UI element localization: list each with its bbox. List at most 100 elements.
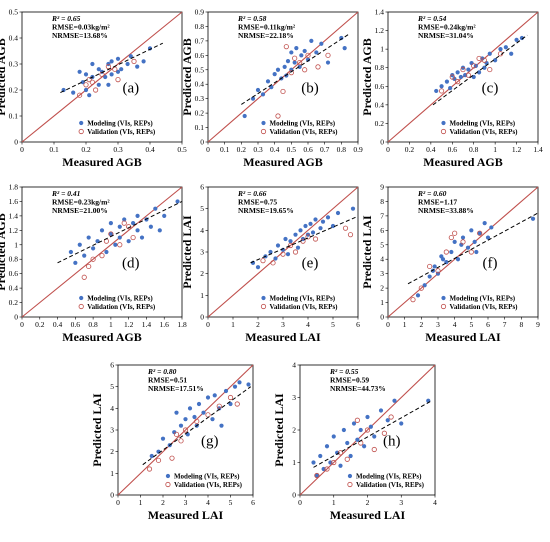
modeling-point [487,51,492,56]
validation-point [194,418,200,424]
modeling-point [160,436,166,441]
legend-validation-marker [440,128,447,135]
x-tick-label: 3 [399,498,403,507]
x-tick-label: 1 [231,320,235,329]
modeling-point [330,223,336,229]
modeling-point [313,217,318,222]
y-tick-label: 2 [292,426,296,435]
modeling-point [350,206,356,211]
x-axis-label: Measured AGB [62,330,141,344]
legend-modeling-marker [441,295,446,301]
legend-modeling-label: Modeling (VIs, REPs) [450,120,516,128]
modeling-point [310,230,316,235]
y-tick-label: 1 [110,469,114,478]
modeling-point [368,424,373,429]
modeling-point [119,67,124,72]
panel-label: (f) [483,256,498,272]
modeling-point [255,87,261,93]
fit-line [241,33,350,105]
y-tick-label: 7 [380,211,384,220]
validation-point [435,268,441,274]
x-tick-label: 1 [403,320,407,329]
modeling-point [77,69,82,74]
x-tick-label: 5 [229,498,233,507]
modeling-point [99,228,105,233]
y-tick-label: 0.3 [195,94,205,103]
modeling-point [174,410,179,415]
r-squared-label: R² = 0.58 [237,14,267,23]
y-tick-label: 0 [380,138,384,147]
panel-label: (d) [122,256,140,272]
validation-point [182,427,189,433]
validation-point [487,66,493,73]
modeling-point [82,253,87,258]
validation-point [347,232,354,238]
y-tick-label: 1.4 [375,8,385,17]
modeling-point [183,417,188,422]
x-axis-label: Measured AGB [62,155,141,169]
modeling-point [452,239,457,244]
modeling-point [355,437,360,442]
y-tick-label: 0.5 [9,8,19,17]
modeling-point [493,58,498,63]
modeling-point [422,283,427,288]
legend-modeling-marker [347,473,353,479]
legend-modeling-marker [165,473,171,479]
y-tick-label: 0.3 [9,60,19,69]
modeling-point [302,48,307,54]
x-tick-label: 0 [116,498,120,507]
validation-point [410,297,416,303]
modeling-point [153,206,158,211]
modeling-point [148,224,153,229]
x-tick-label: 1 [493,145,497,154]
y-axis-label: Predicted LAI [90,393,104,467]
y-tick-label: 1.6 [9,197,19,206]
modeling-point [297,64,302,69]
panel-b: 0 0.1 0.2 0.3 0.4 0.5 0.6 0.7 0.8 0.9 0 0.1 0.2 0.3 0.… [180,8,363,170]
validation-point [448,234,454,241]
y-tick-label: 3 [110,426,114,435]
x-tick-label: 0.2 [237,145,247,154]
y-tick-label: 0 [14,138,18,147]
panel-label: (a) [122,81,139,97]
modeling-point [268,249,273,255]
x-tick-label: 0.7 [320,145,330,154]
x-tick-label: 0 [206,145,210,154]
modeling-point [157,228,162,233]
modeling-point [68,249,73,255]
modeling-point [115,69,121,74]
x-tick-label: 1.2 [124,320,134,329]
validation-point [418,285,424,291]
one-to-one-line [299,364,436,496]
y-tick-label: 0.2 [9,86,19,95]
modeling-point [126,239,131,244]
legend-validation-label: Validation (VIs, REPs) [270,303,339,311]
y-tick-label: 1.4 [9,211,19,220]
validation-point [324,466,330,472]
nrmse-label: NRMSE=33.88% [418,206,474,215]
validation-point [305,52,311,58]
one-to-one-line [207,11,359,143]
validation-point [342,225,349,231]
modeling-point [308,221,313,226]
modeling-point [292,60,297,65]
y-tick-label: 3 [380,269,384,278]
y-tick-label: 0.6 [375,82,385,91]
modeling-point [440,257,446,262]
modeling-point [104,249,109,255]
modeling-point [514,37,519,42]
modeling-point [314,50,319,55]
y-tick-label: 2 [380,284,384,293]
validation-point [312,236,319,242]
modeling-point [108,221,113,226]
nrmse-label: NRMSE=44.73% [330,384,386,393]
y-tick-label: 0.7 [195,36,205,45]
validation-point [260,258,266,264]
modeling-point [489,225,494,230]
x-tick-label: 1 [139,498,143,507]
modeling-point [439,84,444,89]
validation-point [287,242,294,249]
x-tick-label: 0.1 [49,145,59,154]
plot-frame [387,186,539,318]
modeling-point [187,406,193,411]
